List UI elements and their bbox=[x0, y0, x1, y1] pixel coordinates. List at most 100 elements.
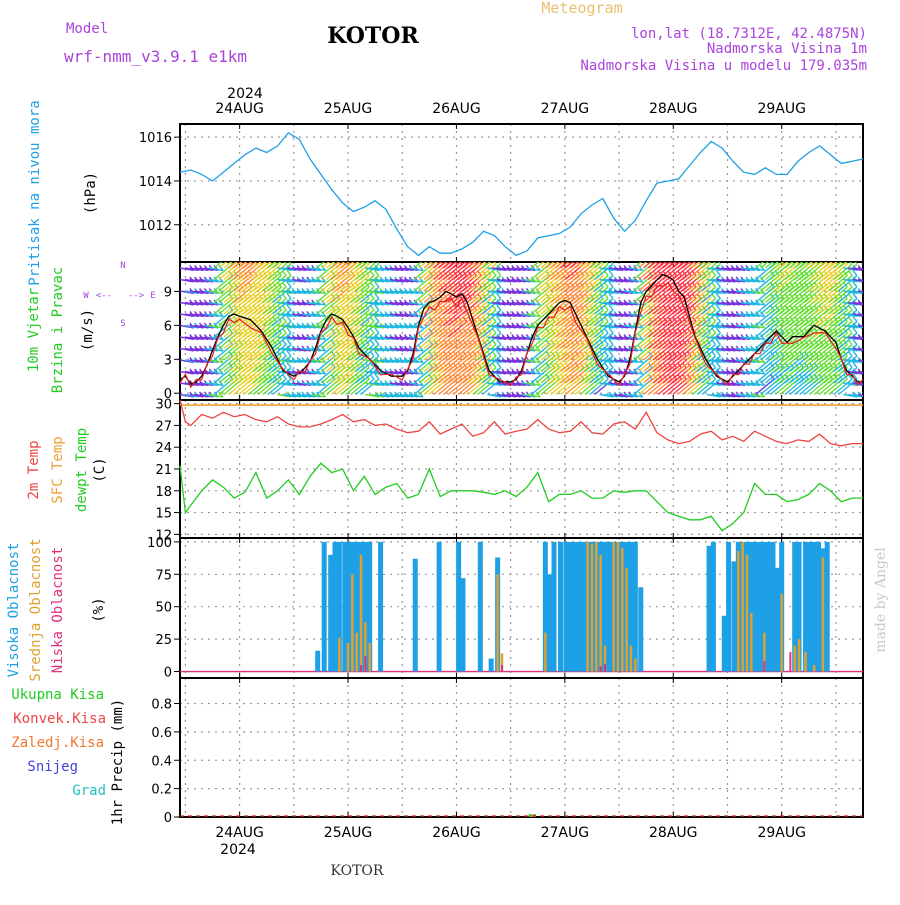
wind-barb-flag bbox=[320, 310, 327, 317]
wind-barb bbox=[306, 370, 321, 375]
wind-barb bbox=[365, 278, 380, 283]
wind-barb bbox=[282, 347, 297, 352]
wind-barb-flag bbox=[320, 299, 327, 306]
wind-barb-flag bbox=[244, 262, 248, 265]
wind-barb-flag bbox=[218, 333, 224, 340]
wind-barb-flag bbox=[468, 248, 472, 253]
wind-barb bbox=[628, 347, 643, 352]
wind-barb bbox=[301, 336, 316, 341]
wind-barb-flag bbox=[715, 281, 721, 288]
wind-barb-flag bbox=[659, 262, 663, 265]
cloud-bar bbox=[336, 541, 342, 672]
wind-barb bbox=[209, 324, 224, 329]
wind-barb bbox=[394, 347, 409, 352]
wind-barb-flag bbox=[687, 248, 691, 253]
wind-barb bbox=[438, 262, 447, 269]
wind-barb bbox=[696, 355, 716, 373]
wind-barb bbox=[857, 278, 863, 282]
wind-barb bbox=[628, 267, 643, 272]
wind-barb-flag bbox=[444, 262, 448, 265]
top-day-label: 25AUG bbox=[324, 101, 373, 117]
wind-barb bbox=[262, 286, 282, 304]
cloud-bar bbox=[780, 593, 783, 672]
wind-barb bbox=[287, 336, 302, 341]
wind-barb-flag bbox=[717, 262, 721, 265]
wind-barb bbox=[706, 347, 721, 352]
wind-barb bbox=[609, 278, 624, 283]
wind-barb bbox=[492, 313, 507, 318]
wind-barb bbox=[379, 278, 394, 283]
wind-barb bbox=[521, 359, 536, 364]
wind-barb-flag bbox=[760, 287, 766, 294]
wind-barb-flag bbox=[449, 262, 453, 265]
cloud-bar bbox=[477, 541, 483, 672]
wind-barb-flag bbox=[570, 248, 574, 253]
wind-barb bbox=[618, 336, 633, 341]
wind-barb bbox=[194, 359, 209, 364]
wind-barb bbox=[180, 324, 194, 329]
wind-barb bbox=[394, 382, 409, 387]
wind-barb-flag bbox=[320, 287, 327, 294]
wind-barb-flag bbox=[374, 327, 380, 334]
wind-barb-flag bbox=[805, 262, 809, 265]
wind-barb-flag bbox=[708, 262, 712, 265]
wind-barb bbox=[180, 336, 194, 341]
wind-barb bbox=[355, 321, 375, 338]
wind-barb-flag bbox=[418, 333, 424, 340]
wind-barb-flag bbox=[819, 248, 823, 253]
wind-barb-flag bbox=[535, 299, 541, 306]
wind-barb-flag bbox=[249, 262, 253, 265]
ylabel-3: Visoka Oblacnost bbox=[6, 543, 22, 678]
wind-barb bbox=[696, 378, 716, 396]
wind-barb bbox=[506, 267, 521, 272]
wind-barb-flag bbox=[535, 379, 541, 386]
wind-barb bbox=[516, 359, 531, 364]
wind-barb-flag bbox=[839, 262, 843, 265]
wind-barb bbox=[736, 359, 751, 364]
wind-barb-flag bbox=[272, 248, 276, 253]
wind-barb-flag bbox=[496, 350, 502, 357]
wind-barb bbox=[623, 347, 638, 352]
wind-barb bbox=[833, 298, 853, 315]
cloud-bar bbox=[741, 541, 744, 672]
wind-barb-flag bbox=[608, 293, 614, 300]
wind-barb bbox=[843, 301, 858, 306]
wind-barb bbox=[726, 370, 741, 375]
wind-barb bbox=[365, 267, 380, 272]
wind-barb bbox=[721, 359, 736, 364]
wind-barb bbox=[277, 301, 292, 306]
wind-barb bbox=[750, 382, 765, 387]
wind-barb bbox=[511, 313, 526, 318]
wind-barb bbox=[199, 393, 214, 398]
model-value: wrf-nmm_v3.9.1 e1km bbox=[64, 47, 247, 66]
wind-barb bbox=[370, 324, 385, 329]
wind-barb bbox=[848, 359, 863, 364]
wind-barb bbox=[194, 301, 209, 306]
wind-barb bbox=[306, 301, 321, 306]
wind-barb bbox=[384, 382, 399, 387]
wind-barb bbox=[736, 267, 751, 272]
wind-barb bbox=[721, 290, 736, 295]
wind-barb bbox=[501, 347, 516, 352]
wind-barb-flag bbox=[682, 248, 686, 253]
wind-barb bbox=[404, 382, 419, 387]
precip-legend-item: Grad bbox=[72, 783, 106, 799]
cloud-bar bbox=[496, 574, 499, 672]
wind-barb bbox=[355, 367, 375, 384]
wind-barb bbox=[477, 309, 497, 327]
wind-barb bbox=[277, 278, 292, 283]
wind-barb bbox=[662, 262, 672, 269]
wind-barb bbox=[848, 290, 863, 295]
wind-barb bbox=[355, 332, 375, 350]
wind-barb-flag bbox=[483, 262, 487, 265]
cloud-bar bbox=[710, 541, 716, 672]
compass-label: S bbox=[120, 319, 125, 329]
wind-barb bbox=[277, 324, 292, 329]
wind-barb bbox=[521, 301, 536, 306]
wind-barb bbox=[472, 321, 492, 338]
wind-barb bbox=[370, 393, 385, 398]
wind-barb bbox=[375, 290, 390, 295]
wind-barb bbox=[604, 393, 619, 398]
wind-barb-flag bbox=[760, 379, 766, 386]
wind-barb bbox=[526, 359, 541, 364]
